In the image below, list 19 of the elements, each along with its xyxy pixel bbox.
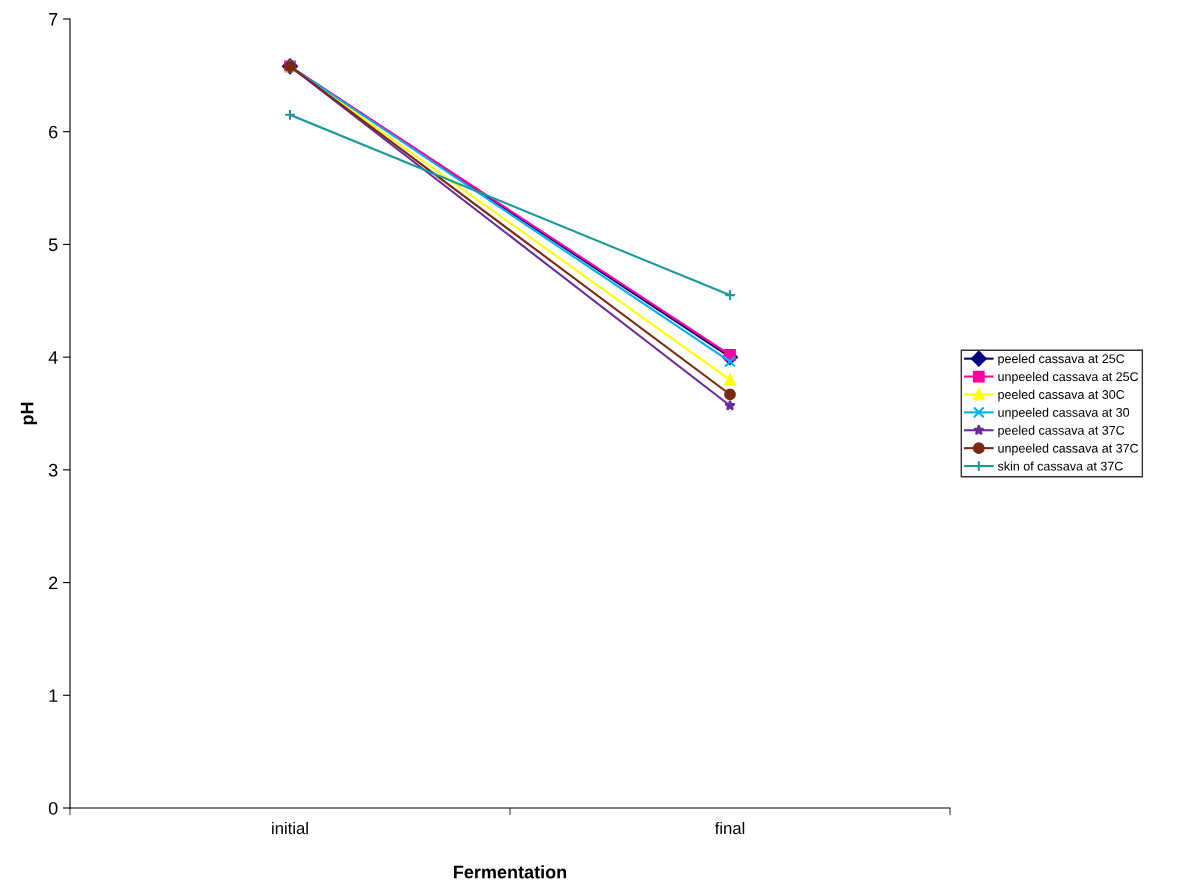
x-tick-label: initial <box>272 821 308 835</box>
legend-label: unpeeled cassava at 25C <box>998 371 1139 384</box>
y-tick-label: 6 <box>49 125 58 139</box>
y-tick-label: 7 <box>49 13 58 26</box>
legend-label: peeled cassava at 37C <box>998 425 1125 438</box>
x-tick-label: final <box>714 821 745 835</box>
y-tick-label: 0 <box>48 801 58 815</box>
y-tick-label: 3 <box>48 463 58 477</box>
y-axis-title: pH <box>20 402 38 425</box>
y-tick-label: 4 <box>48 351 58 364</box>
legend-label: peeled cassava at 30C <box>998 389 1125 402</box>
legend-label: unpeeled cassava at 37C <box>998 443 1139 456</box>
legend-label: unpeeled cassava at 30 <box>998 407 1130 420</box>
y-tick-label: 1 <box>49 689 58 702</box>
x-axis-title: Fermentation <box>454 865 567 879</box>
legend-label: peeled cassava at 25C <box>998 353 1125 366</box>
y-tick-label: 5 <box>48 238 58 252</box>
legend-label: skin of cassava at 37C <box>997 461 1123 471</box>
y-tick-label: 2 <box>49 576 58 590</box>
